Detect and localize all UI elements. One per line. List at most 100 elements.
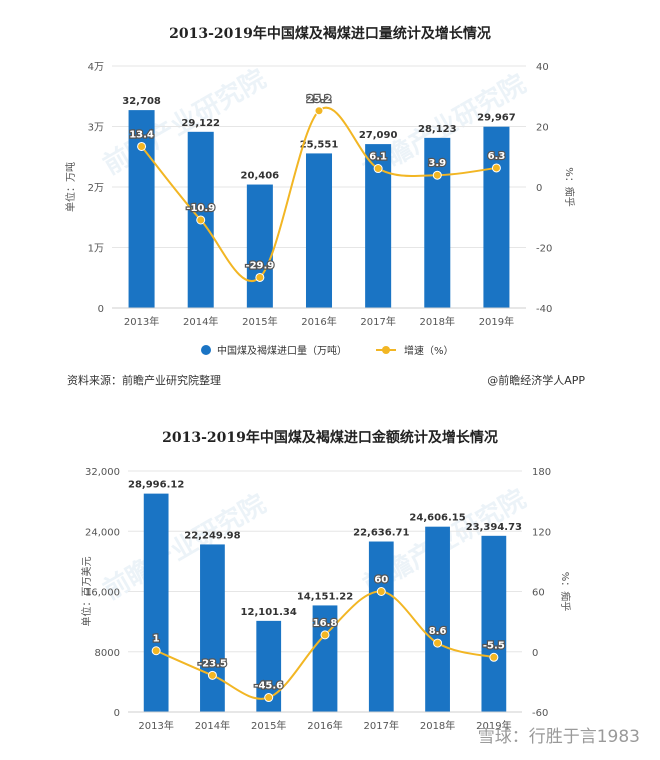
chart1-growth-label: -10.9: [186, 203, 215, 214]
chart1-y-right-tick: 0: [536, 183, 542, 194]
chart2-y-right-tick: -60: [532, 708, 548, 719]
chart1-growth-point: [196, 215, 206, 225]
chart1-bar-label: 20,406: [241, 171, 280, 182]
chart2-x-tick: 2013年: [138, 719, 173, 732]
chart1-x-tick: 2013年: [124, 315, 159, 328]
chart2-bar-label: 22,636.71: [353, 528, 409, 539]
chart2-y-right-tick: 120: [532, 527, 551, 538]
chart1-y-left-tick: 3万: [88, 123, 104, 134]
chart1-bar: [305, 153, 333, 308]
chart1-bar: [246, 184, 273, 308]
chart1-y-left-tick: 4万: [88, 62, 104, 73]
chart2-growth-point: [320, 630, 330, 640]
chart2-bar-label: 22,249.98: [184, 530, 240, 541]
chart2-growth-label: 16.8: [313, 618, 338, 629]
chart2-y-right-tick: 60: [532, 588, 545, 599]
chart2-y-right-tick: 0: [532, 648, 538, 659]
chart1-y-left-tick: 2万: [88, 183, 104, 194]
chart2-x-tick: 2014年: [195, 719, 230, 732]
chart2-bar-label: 24,606.15: [409, 513, 465, 524]
chart2-bar-label: 12,101.34: [241, 607, 297, 618]
chart2-growth-label: -45.6: [254, 681, 283, 692]
chart2-bar-label: 14,151.22: [297, 591, 353, 602]
chart1-legend: 中国煤及褐煤进口量（万吨） 增速（%）: [201, 344, 454, 357]
watermark-corner: 雪球：行胜于言1983: [478, 727, 640, 747]
chart2-growth-label: 60: [374, 575, 388, 586]
chart2-y-left-tick: 16,000: [85, 588, 120, 599]
chart2-x-tick: 2015年: [251, 719, 286, 732]
chart2-growth-point: [207, 670, 217, 680]
legend-line-marker: [382, 346, 390, 354]
watermark-text: 前瞻产业研究院: [98, 488, 271, 606]
chart1-growth-point: [314, 106, 324, 116]
chart2-bar: [312, 605, 338, 712]
chart2-y-left-tick: 24,000: [85, 527, 120, 538]
chart2-y-left-tick: 0: [114, 708, 120, 719]
chart1-growth-label: 3.9: [428, 158, 446, 169]
chart1-growth-label: 25.2: [307, 94, 332, 105]
chart2-y-left-title: 单位：百万美元: [80, 557, 93, 627]
chart1-growth-label: 13.4: [129, 129, 154, 140]
chart2-y-right-tick: 180: [532, 467, 551, 478]
chart1-bar-label: 27,090: [359, 130, 398, 141]
chart1-x-tick: 2017年: [360, 315, 395, 328]
chart2-growth-point: [433, 638, 443, 648]
chart1-growth-label: 6.3: [488, 151, 506, 162]
chart2-bar: [368, 541, 394, 712]
source-text: 资料来源：前瞻产业研究院整理: [67, 373, 221, 387]
chart2-y-left-tick: 32,000: [85, 467, 120, 478]
chart1-bar-label: 28,123: [418, 124, 457, 135]
chart2-growth-point: [376, 587, 386, 596]
chart1-y-left-tick: 0: [98, 304, 104, 315]
chart2-bar: [200, 544, 225, 712]
chart1-x-tick: 2014年: [183, 315, 218, 328]
chart2-growth-label: 1: [153, 634, 160, 645]
chart2-growth-label: -5.5: [483, 640, 505, 651]
chart1-bar: [483, 126, 510, 309]
chart1-x-tick: 2018年: [420, 315, 455, 328]
chart2-growth-point: [489, 652, 499, 662]
chart1-growth-point: [491, 163, 501, 173]
chart2-x-tick: 2017年: [364, 719, 399, 732]
chart1-y-right-tick: -20: [536, 244, 552, 255]
chart2-growth-point: [264, 693, 274, 703]
chart1-growth-label: 6.1: [369, 152, 387, 163]
credit-text: @前瞻经济学人APP: [487, 373, 585, 387]
chart1-y-right-title: %：痴乎: [563, 167, 576, 207]
chart1-growth-point: [137, 141, 147, 151]
chart1-bar-label: 29,967: [477, 113, 516, 124]
legend-line-label: 增速（%）: [404, 344, 454, 357]
chart1-x-tick: 2015年: [242, 315, 277, 328]
chart2-y-left-tick: 8000: [95, 648, 120, 659]
chart1-bar: [424, 137, 451, 308]
chart1-bar-label: 32,708: [122, 96, 161, 107]
chart2-bar: [481, 535, 507, 712]
chart2-bar-label: 28,996.12: [128, 480, 184, 491]
chart2-growth-label: -23.5: [198, 658, 227, 669]
legend-bar-swatch: [201, 345, 211, 355]
chart1-x-tick: 2019年: [479, 315, 514, 328]
chart2-growth-point: [151, 646, 161, 656]
chart1-growth-point: [432, 170, 442, 180]
chart2-growth-label: 8.6: [429, 626, 447, 637]
chart1-y-left-tick: 1万: [88, 244, 104, 255]
chart1-growth-label: -29.9: [245, 260, 274, 271]
chart1-bar-label: 25,551: [300, 139, 339, 150]
chart2-x-tick: 2016年: [307, 719, 342, 732]
chart1-y-right-tick: 40: [536, 62, 549, 73]
legend-bar-label: 中国煤及褐煤进口量（万吨）: [217, 344, 347, 357]
chart2-x-tick: 2018年: [420, 719, 455, 732]
chart2-y-right-title: %：痴乎: [559, 572, 572, 612]
chart1-title: 2013-2019年中国煤及褐煤进口量统计及增长情况: [169, 25, 491, 42]
chart1-growth-point: [255, 272, 265, 282]
chart1-bar-label: 29,122: [181, 118, 220, 129]
chart2-bar: [425, 526, 450, 712]
chart1-growth-point: [373, 164, 383, 174]
chart1-y-right-tick: 20: [536, 123, 549, 134]
chart1-y-right-tick: -40: [536, 304, 552, 315]
chart2-x-tick: 2019年: [476, 719, 511, 732]
chart2-title: 2013-2019年中国煤及褐煤进口金额统计及增长情况: [162, 429, 498, 446]
chart2-bar: [143, 493, 169, 712]
chart2-bar-label: 23,394.73: [466, 522, 522, 533]
